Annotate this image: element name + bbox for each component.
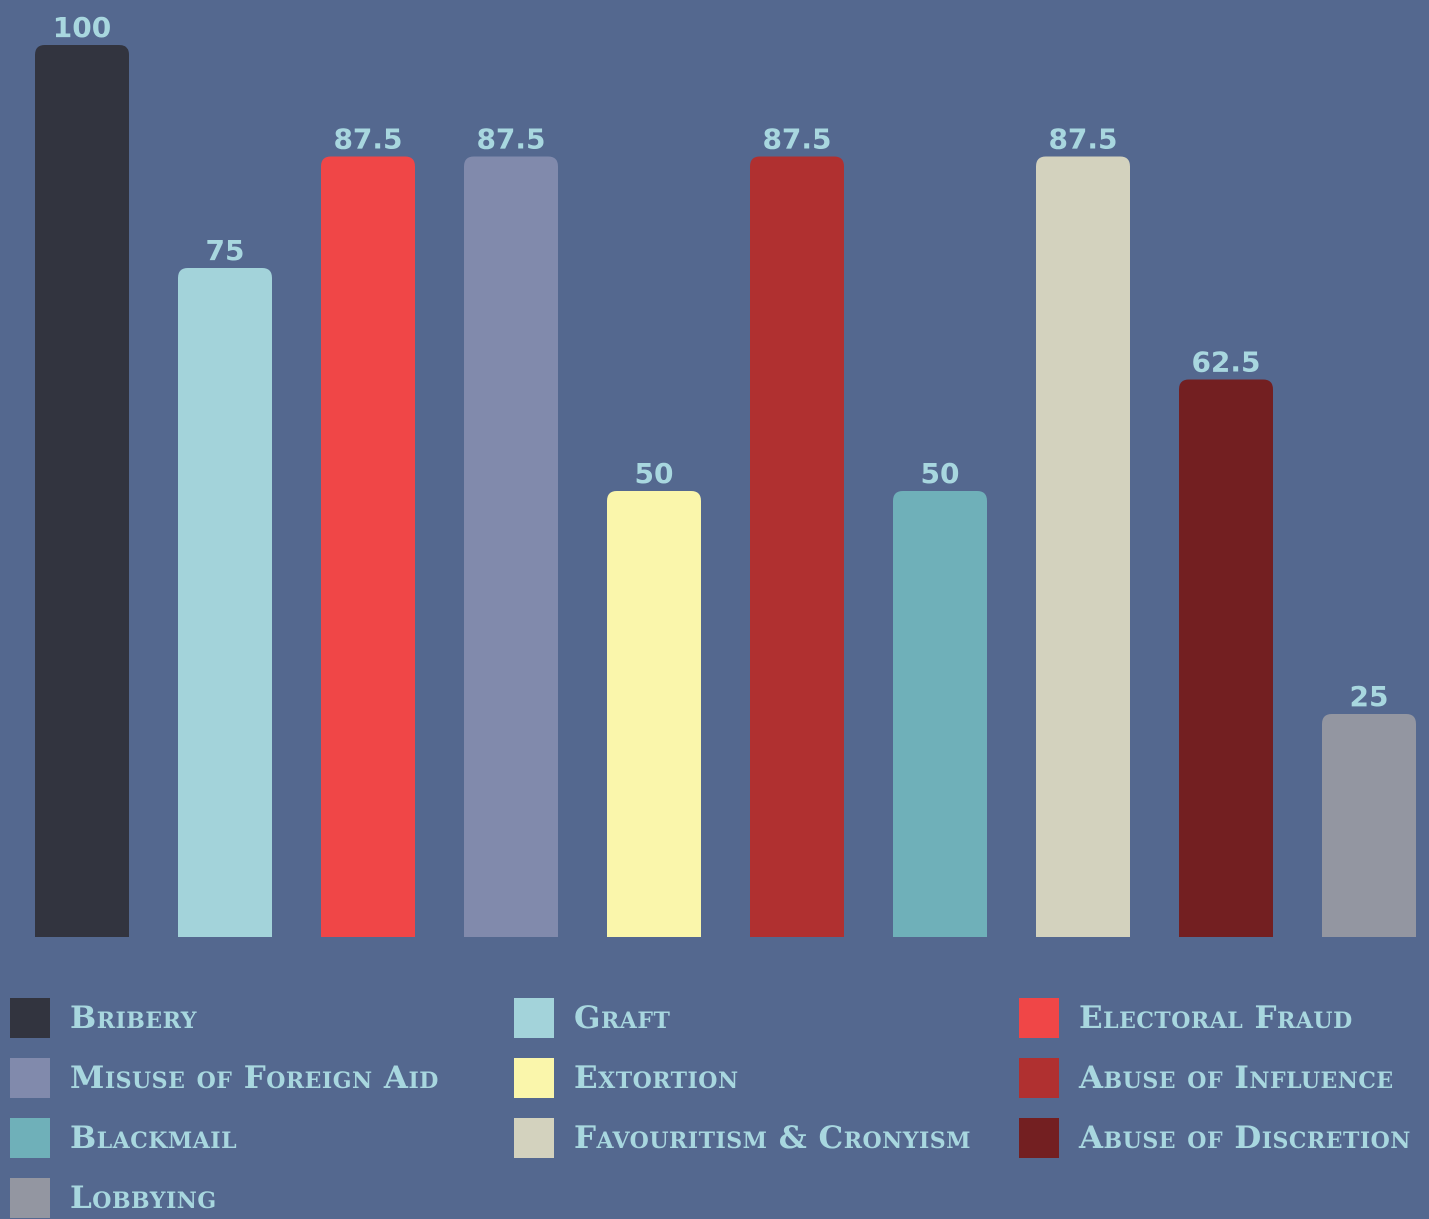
legend-item: Abuse of Discretion: [1019, 1118, 1411, 1158]
legend-swatch: [1019, 1118, 1059, 1158]
legend-item: Misuse of Foreign Aid: [10, 1058, 439, 1098]
value-label: 75: [206, 234, 245, 267]
legend-label: Blackmail: [70, 1120, 238, 1156]
bar-blackmail: [893, 491, 987, 937]
legend-swatch: [10, 1118, 50, 1158]
legend-swatch: [10, 1058, 50, 1098]
value-label: 100: [53, 11, 111, 44]
legend-swatch: [10, 998, 50, 1038]
legend-item: Extortion: [514, 1058, 739, 1098]
legend-swatch: [514, 998, 554, 1038]
value-label: 87.5: [476, 123, 545, 156]
legend-label: Abuse of Influence: [1079, 1060, 1394, 1096]
legend-label: Lobbying: [70, 1180, 217, 1216]
legend-label: Abuse of Discretion: [1079, 1120, 1411, 1156]
bar-chart: 100 75 87.5 87.5 50 87.5 50 87.5 62.5 25: [35, 11, 1416, 937]
legend-swatch: [1019, 1058, 1059, 1098]
bar-abuse-of-influence: [750, 156, 844, 937]
value-label: 62.5: [1191, 346, 1260, 379]
bar-favouritism-cronyism: [1036, 156, 1130, 937]
legend-item: Abuse of Influence: [1019, 1058, 1394, 1098]
legend-item: Favouritism & Cronyism: [514, 1118, 971, 1158]
legend-label: Extortion: [574, 1060, 739, 1096]
legend-item: Bribery: [10, 998, 197, 1038]
value-label: 50: [635, 457, 674, 490]
legend-label: Electoral Fraud: [1079, 1000, 1353, 1036]
legend-label: Graft: [574, 1000, 671, 1036]
bar-electoral-fraud: [321, 156, 415, 937]
value-label: 50: [921, 457, 960, 490]
legend-item: Lobbying: [10, 1178, 217, 1218]
legend-swatch: [10, 1178, 50, 1218]
bar-lobbying: [1322, 714, 1416, 937]
legend-item: Electoral Fraud: [1019, 998, 1353, 1038]
bar-misuse-of-foreign-aid: [464, 156, 558, 937]
bar-bribery: [35, 45, 129, 937]
bar-abuse-of-discretion: [1179, 379, 1273, 937]
legend-item: Blackmail: [10, 1118, 237, 1158]
value-label: 87.5: [1048, 123, 1117, 156]
bar-extortion: [607, 491, 701, 937]
value-label: 87.5: [762, 123, 831, 156]
bar-graft: [178, 268, 272, 937]
legend-swatch: [514, 1118, 554, 1158]
value-label: 87.5: [333, 123, 402, 156]
legend-swatch: [1019, 998, 1059, 1038]
legend-label: Favouritism & Cronyism: [574, 1120, 972, 1156]
legend-label: Misuse of Foreign Aid: [70, 1060, 439, 1096]
legend-item: Graft: [514, 998, 670, 1038]
legend-label: Bribery: [70, 1000, 197, 1036]
value-label: 25: [1350, 680, 1389, 713]
legend-swatch: [514, 1058, 554, 1098]
